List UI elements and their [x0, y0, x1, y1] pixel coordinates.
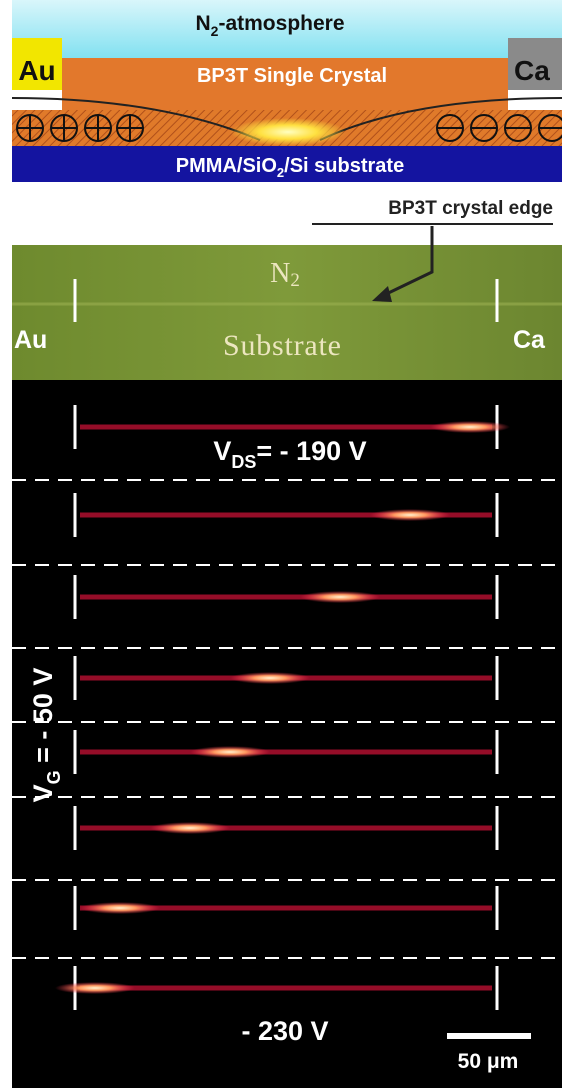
scale-label: 50 μm — [458, 1050, 519, 1073]
hole-symbols — [16, 114, 144, 142]
text: = - 50 V — [28, 668, 58, 771]
optical-image — [12, 245, 562, 380]
text: N — [270, 258, 290, 289]
emission-glow — [230, 118, 346, 146]
emission-spot — [300, 591, 380, 603]
crystal-label: BP3T Single Crystal — [197, 65, 387, 87]
emission-spot — [230, 672, 310, 684]
photo-substrate: Substrate — [223, 329, 341, 362]
subscript: 2 — [290, 270, 300, 291]
subscript: 2 — [211, 23, 219, 39]
vg-label: VG = - 50 V — [28, 668, 64, 803]
emission-spot — [430, 421, 510, 433]
emission-spot — [370, 509, 450, 521]
electron-symbols — [436, 114, 562, 142]
text: V — [213, 436, 231, 466]
text: -atmosphere — [218, 12, 344, 35]
ca-electrode — [508, 38, 562, 90]
text: PMMA/SiO — [176, 155, 277, 177]
panels — [12, 405, 562, 1010]
scale-bar — [447, 1033, 531, 1039]
photo-atmosphere: N2 — [270, 258, 300, 291]
vds-label: VDS= - 190 V — [213, 436, 366, 472]
text: /Si substrate — [284, 155, 404, 177]
atmosphere-band — [12, 0, 562, 60]
subscript: 2 — [277, 165, 284, 180]
substrate — [12, 146, 562, 182]
arrow-head — [372, 286, 392, 302]
crystal — [62, 58, 508, 112]
ca-label: Ca — [514, 55, 550, 86]
atmosphere-label: N2-atmosphere — [196, 12, 345, 39]
au-electrode — [12, 38, 62, 90]
text: N — [196, 12, 211, 35]
text: = - 190 V — [256, 436, 366, 466]
emission-spot — [150, 822, 230, 834]
edge-annotation: BP3T crystal edge — [388, 198, 553, 219]
photo-au: Au — [14, 326, 47, 354]
substrate-label: PMMA/SiO2/Si substrate — [176, 155, 404, 180]
emission-spot — [190, 746, 270, 758]
au-label: Au — [18, 55, 55, 86]
emission-spot — [80, 902, 160, 914]
text: V — [28, 784, 58, 802]
subscript: DS — [231, 452, 256, 472]
vds-end-label: - 230 V — [241, 1016, 328, 1046]
emission-spot — [55, 982, 135, 994]
emission-image — [12, 380, 562, 1088]
photo-ca: Ca — [513, 326, 546, 354]
subscript: G — [44, 770, 64, 784]
arrow — [377, 226, 434, 300]
